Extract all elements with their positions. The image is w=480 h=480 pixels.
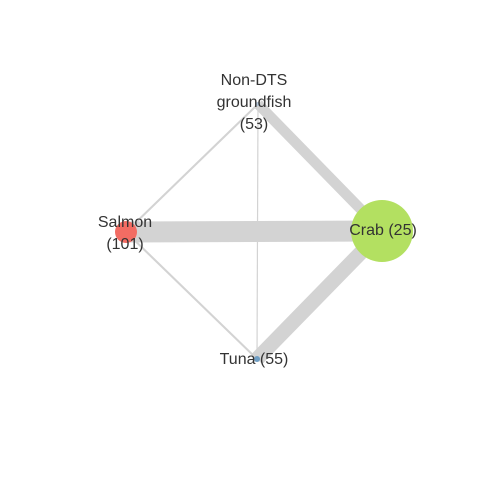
node-label-salmon: Salmon (101) <box>98 212 152 256</box>
node-label-tuna: Tuna (55) <box>220 349 289 371</box>
node-groundfish <box>256 102 260 106</box>
edge-salmon-crab <box>125 220 383 243</box>
node-label-crab: Crab (25) <box>349 220 417 242</box>
node-label-line: Crab (25) <box>349 222 417 239</box>
node-tuna <box>254 356 260 362</box>
edges-group <box>125 100 388 365</box>
node-label-groundfish: Non-DTS groundfish (53) <box>217 70 292 136</box>
edge-groundfish-tuna <box>256 103 259 360</box>
nodes-group <box>115 102 413 362</box>
node-label-line: Tuna (55) <box>219 351 289 368</box>
edge-salmon-groundfish <box>125 103 259 233</box>
node-label-line: Non-DTS <box>220 72 288 89</box>
node-label-line: (53) <box>239 116 269 133</box>
node-crab <box>351 200 413 262</box>
node-label-line: Salmon <box>97 214 153 231</box>
node-label-line: groundfish <box>216 94 292 111</box>
edge-salmon-tuna <box>125 231 258 360</box>
node-salmon <box>115 221 137 243</box>
node-label-line: (101) <box>106 236 144 253</box>
